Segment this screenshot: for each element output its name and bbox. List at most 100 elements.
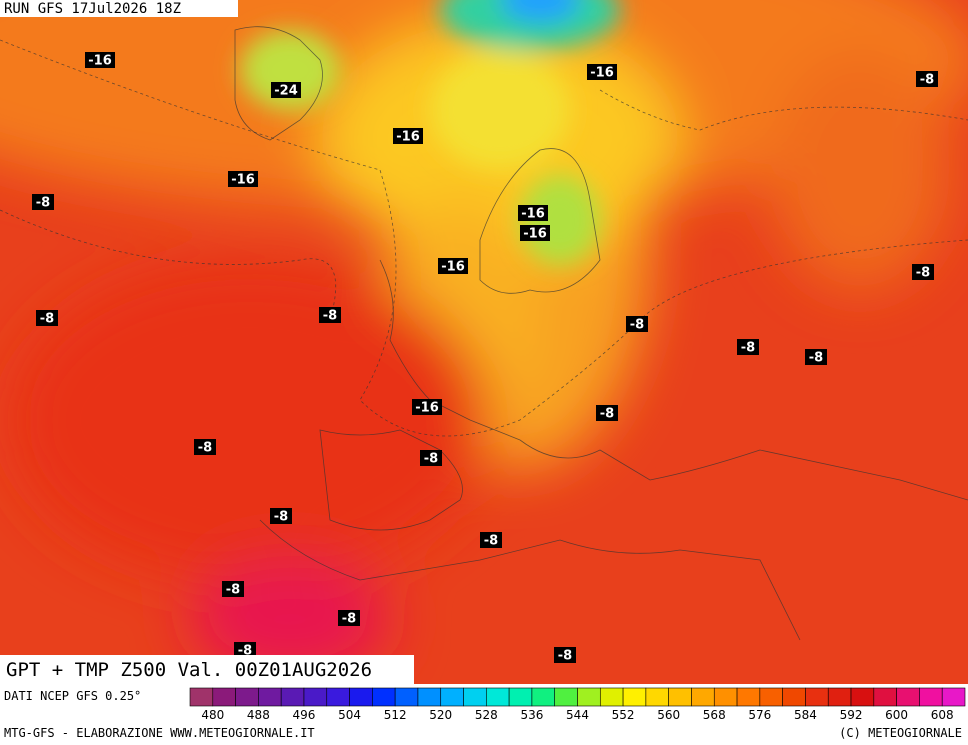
label-text: -16 [521, 207, 545, 222]
colorbar-swatch [349, 687, 373, 707]
run-label: RUN GFS 17Jul2026 18Z [4, 1, 181, 17]
label-text: -8 [342, 612, 356, 627]
contour-label: -16 [228, 171, 258, 188]
colorbar-swatch [713, 687, 738, 707]
label-box [36, 310, 58, 326]
contour-label: -8 [805, 349, 827, 366]
contour-label: -8 [222, 581, 244, 598]
label-box [228, 171, 258, 187]
label-box [194, 439, 216, 455]
colorbar-swatch [326, 687, 350, 707]
label-text: -24 [274, 84, 298, 99]
colorbar-label: 544 [566, 708, 589, 722]
contour-label: -8 [338, 610, 360, 627]
colorbar-swatch [896, 687, 920, 707]
label-text: -16 [523, 227, 547, 242]
map: -16 -24 -16 -8 -16 -16 -8 -16 -16 -8 -16 -8 -8 -8 -8 -8… [0, 0, 968, 684]
colorbar-swatch [850, 687, 875, 707]
label-box [916, 71, 938, 87]
label-box [912, 264, 934, 280]
contour-label: -8 [737, 339, 759, 356]
colorbar-swatch [235, 687, 259, 707]
label-text: -16 [415, 401, 439, 416]
contour-label: -8 [194, 439, 216, 456]
contour-label: -16 [587, 64, 617, 81]
label-text: -8 [920, 73, 934, 88]
colorbar-label: 584 [794, 708, 817, 722]
label-box [270, 508, 292, 524]
colorbar-swatch [919, 687, 943, 707]
colorbar-swatch [554, 687, 578, 707]
colorbar-swatch [645, 687, 669, 707]
label-box [554, 647, 576, 663]
label-text: -16 [590, 66, 614, 81]
colorbar-label: 576 [748, 708, 771, 722]
label-text: -8 [238, 644, 252, 659]
label-box [234, 642, 256, 658]
colorbar-label: 488 [247, 708, 270, 722]
contour-label: -8 [270, 508, 292, 525]
title-box [0, 655, 414, 684]
colorbar-swatch [463, 687, 487, 707]
colorbar-swatch [280, 687, 305, 707]
colorbar-label: 504 [338, 708, 361, 722]
label-box [420, 450, 442, 466]
label-text: -8 [198, 441, 212, 456]
colorbar-label: 528 [475, 708, 498, 722]
contour-label: -16 [393, 128, 423, 145]
label-box [222, 581, 244, 597]
colorbar-swatch [486, 687, 510, 707]
contour-label: -16 [518, 205, 548, 222]
contour-label: -16 [85, 52, 115, 69]
label-text: -16 [231, 173, 255, 188]
label-box [32, 194, 54, 210]
label-text: -8 [40, 312, 54, 327]
label-text: -8 [484, 534, 498, 549]
label-text: -8 [226, 583, 240, 598]
label-text: -8 [558, 649, 572, 664]
colorbar-label: 536 [520, 708, 543, 722]
source-label: DATI NCEP GFS 0.25° [4, 689, 141, 703]
label-text: -8 [600, 407, 614, 422]
label-box [587, 64, 617, 80]
contour-label: -16 [438, 258, 468, 275]
colorbar-label: 560 [657, 708, 680, 722]
colorbar-swatch [759, 687, 783, 707]
colorbar-swatch [805, 687, 829, 707]
colorbar-swatch [622, 687, 647, 707]
colorbar-swatch [189, 687, 214, 707]
colorbar-swatch [782, 687, 806, 707]
label-box [438, 258, 468, 274]
colorbar-swatch [303, 687, 328, 707]
colorbar-label: 592 [840, 708, 863, 722]
colorbar-swatch [736, 687, 761, 707]
label-box [85, 52, 115, 68]
label-box [393, 128, 423, 144]
run-box [0, 0, 238, 17]
label-box [338, 610, 360, 626]
contour-label: -8 [32, 194, 54, 211]
footer-left: MTG-GFS - ELABORAZIONE WWW.METEOGIORNALE… [4, 726, 315, 740]
label-text: -8 [741, 341, 755, 356]
label-text: -8 [916, 266, 930, 281]
label-box [480, 532, 502, 548]
label-text: -8 [809, 351, 823, 366]
colorbar-swatch [691, 687, 715, 707]
label-box [805, 349, 827, 365]
label-box [596, 405, 618, 421]
colorbar-swatch [827, 687, 852, 707]
label-text: -8 [274, 510, 288, 525]
label-text: -16 [441, 260, 465, 275]
label-text: -16 [396, 130, 420, 145]
colorbar-swatch [417, 687, 442, 707]
contour-label: -8 [916, 71, 938, 88]
colorbar: 480 488 496 504 512 520 528 536 544 552 560 568 576 5… [189, 687, 966, 722]
colorbar-swatch [258, 687, 282, 707]
label-text: -8 [323, 309, 337, 324]
contour-label: -16 [520, 225, 550, 242]
colorbar-swatch [394, 687, 419, 707]
footer-right: (C) METEOGIORNALE [839, 726, 962, 740]
colorbar-swatch [873, 687, 897, 707]
